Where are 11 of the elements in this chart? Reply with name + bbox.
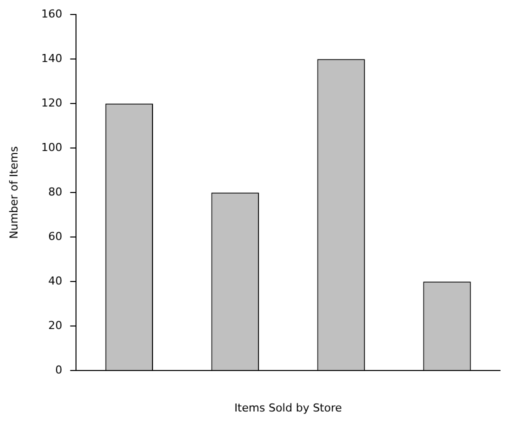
y-tick-label: 80 <box>48 185 62 198</box>
y-tick-label: 0 <box>55 363 62 376</box>
y-tick-label: 40 <box>48 274 62 288</box>
y-tick-label: 60 <box>48 230 62 243</box>
x-axis-title: Items Sold by Store <box>234 401 342 414</box>
y-tick-label: 160 <box>41 7 62 20</box>
y-tick-label: 120 <box>41 96 62 110</box>
y-tick-label: 20 <box>48 318 62 332</box>
y-tick-label: 100 <box>41 140 62 154</box>
y-axis-title: Number of Items <box>7 146 20 239</box>
y-tick-label: 140 <box>41 52 62 65</box>
